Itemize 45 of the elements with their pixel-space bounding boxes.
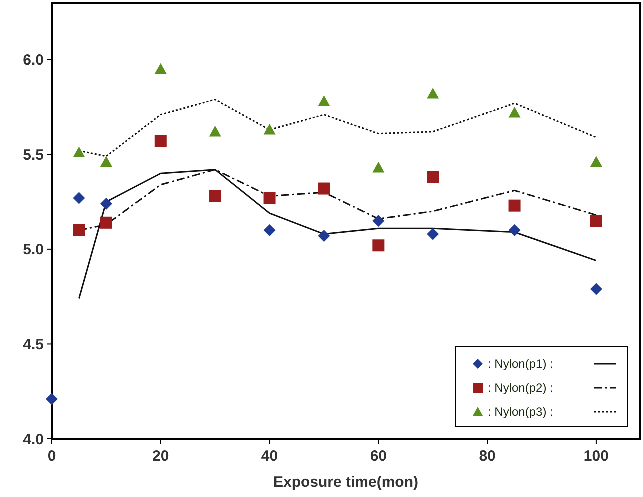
y-tick-label: 4.0 — [23, 431, 44, 448]
y-tick-label: 5.0 — [23, 242, 44, 259]
legend-label: : Nylon(p3) : — [488, 405, 554, 420]
point — [318, 96, 330, 106]
point — [209, 126, 222, 137]
point — [154, 63, 167, 74]
point — [427, 228, 440, 240]
point — [590, 156, 602, 168]
x-tick-label: 80 — [479, 448, 496, 465]
x-tick-label: 60 — [370, 448, 388, 465]
point — [264, 192, 276, 204]
x-tick-label: 40 — [261, 448, 278, 465]
point — [372, 240, 385, 252]
line-series — [78, 169, 598, 300]
point — [372, 162, 385, 173]
x-tick-label: 100 — [584, 448, 609, 465]
point — [508, 224, 521, 236]
point — [318, 182, 330, 195]
point — [590, 215, 602, 227]
point — [73, 146, 86, 158]
point — [264, 124, 276, 135]
y-tick-label: 4.5 — [23, 336, 44, 354]
point — [209, 190, 222, 202]
point — [46, 393, 58, 406]
point — [427, 171, 440, 184]
point — [427, 88, 440, 99]
point — [100, 156, 112, 168]
point — [372, 215, 385, 227]
x-axis-title: Exposure time(mon) — [273, 474, 419, 491]
y-tick-label: 5.5 — [23, 146, 44, 164]
point — [73, 192, 86, 204]
point — [508, 106, 521, 118]
point — [318, 230, 330, 242]
point — [100, 216, 112, 229]
point — [264, 224, 276, 236]
x-tick-label: 0 — [48, 448, 56, 465]
x-tick-label: 20 — [152, 448, 170, 465]
y-tick-label: 6.0 — [23, 52, 44, 70]
point — [100, 198, 112, 210]
legend-label: : Nylon(p2) : — [488, 381, 554, 396]
point — [590, 283, 602, 296]
point — [154, 135, 167, 148]
legend-label: : Nylon(p1) : — [488, 357, 554, 372]
point — [508, 200, 521, 212]
point — [73, 224, 86, 236]
